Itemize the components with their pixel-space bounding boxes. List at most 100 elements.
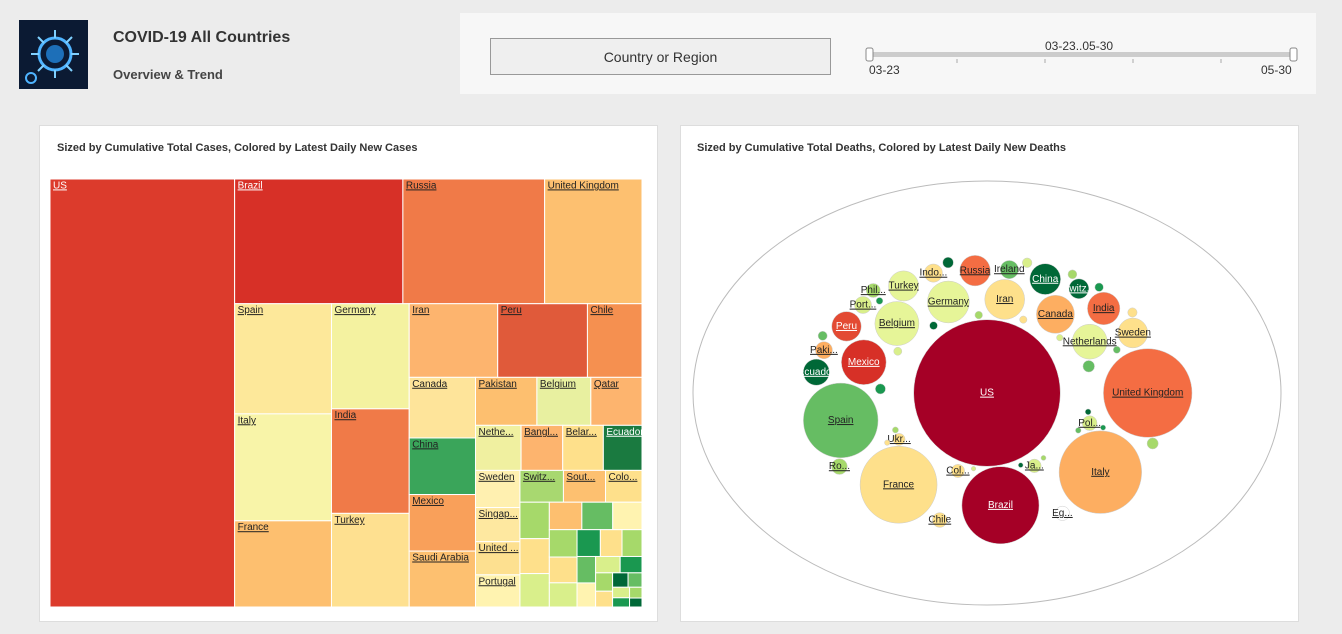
bubble (884, 439, 891, 446)
bubble-label: Spain (828, 415, 854, 426)
tile-label: Saudi Arabia (412, 553, 469, 564)
country-button[interactable]: Country or Region (490, 38, 831, 75)
bubble-label: Russia (960, 265, 991, 276)
bubble (875, 297, 884, 305)
tile (330, 512, 410, 607)
bubble (951, 464, 965, 478)
bubble-label: Brazil (988, 500, 1013, 511)
tile-label: Brazil (238, 180, 263, 191)
bubble-label: Canada (1038, 309, 1073, 320)
tile-label: Chile (590, 305, 613, 316)
tile (562, 424, 604, 471)
tile (602, 424, 642, 471)
bubble (1081, 415, 1098, 431)
bubble (888, 270, 919, 302)
bubble (1082, 360, 1095, 373)
bubble (927, 280, 970, 324)
tile (474, 574, 521, 607)
tile (519, 501, 550, 540)
bubble (1056, 334, 1064, 342)
tile-label: Peru (501, 305, 522, 316)
tile (234, 520, 332, 607)
tile (234, 179, 404, 305)
bubble-label: Italy (1091, 467, 1109, 478)
bubble-label: Ro... (829, 461, 850, 472)
bubble-label: Ireland (994, 264, 1025, 275)
bubble (866, 283, 881, 298)
bubble (913, 319, 1061, 467)
tile (629, 586, 642, 599)
bubble (1146, 437, 1159, 450)
tile (595, 572, 614, 592)
bubble (815, 341, 833, 359)
tile (50, 179, 236, 607)
tile (576, 555, 597, 584)
tile (627, 572, 642, 588)
bubble (859, 445, 938, 524)
tile (576, 529, 601, 557)
bubble-label: Ukr... (887, 434, 910, 445)
bubble (1029, 263, 1061, 295)
bubble (959, 255, 991, 287)
tile (408, 550, 476, 607)
bubble (924, 263, 943, 283)
bubble-label: Peru (836, 321, 857, 332)
tile (576, 582, 597, 607)
bubble (893, 346, 903, 356)
bubble (854, 296, 872, 314)
tile (595, 555, 621, 574)
tile (548, 582, 578, 607)
tile (408, 303, 499, 378)
bubble-label: Ja... (1025, 461, 1044, 472)
date-slider[interactable] (862, 46, 1302, 66)
bubble (1072, 323, 1108, 360)
tile (497, 303, 588, 378)
bubble-label: Belgium (879, 318, 915, 329)
tile-label: United Kingdom (548, 180, 619, 191)
tile (599, 529, 623, 557)
tile (590, 376, 642, 426)
tile-label: China (412, 439, 439, 450)
bubble-label: United Kingdom (1112, 388, 1183, 399)
bubble (929, 321, 938, 330)
bubble-label: India (1093, 303, 1115, 314)
tile-label: Italy (238, 415, 256, 426)
bubble-label: Mexico (848, 357, 880, 368)
panel-title: Sized by Cumulative Total Cases, Colored… (57, 142, 418, 154)
bubble (974, 311, 983, 320)
tile (629, 597, 642, 607)
bubble-label: Ecuador (798, 367, 836, 378)
tile-label: Iran (412, 305, 429, 316)
bubble (1027, 458, 1042, 473)
bubble (971, 466, 977, 472)
bubble (1036, 295, 1075, 334)
bubble (1022, 257, 1033, 268)
range-label: 03-23..05-30 (1045, 39, 1114, 53)
bubble-chart: US United Kingdom Italy Brazil France Spain Me… (692, 180, 1282, 606)
tile (234, 413, 332, 522)
bubble-label: Turkey (888, 281, 918, 292)
bubble-label: China (1032, 274, 1059, 285)
tile (548, 556, 578, 584)
bubble (1103, 348, 1193, 438)
tile-label: Germany (334, 305, 375, 316)
tile-label: Nethe... (478, 427, 513, 438)
bubble (831, 458, 848, 475)
bubble (1087, 292, 1121, 325)
tile (544, 179, 642, 305)
bubble-label: Germany (928, 297, 969, 308)
tile-label: Ecuador (606, 427, 642, 438)
bubble (1068, 278, 1090, 299)
bubble (803, 358, 830, 386)
bubble-label: France (883, 479, 915, 490)
range-end: 05-30 (1261, 63, 1292, 77)
tile (519, 573, 550, 607)
treemap: US Brazil Russia United Kingdom Spain Italy Fr… (50, 179, 642, 607)
tile (595, 590, 614, 607)
bubble (1113, 346, 1121, 354)
bubble-label: Indo... (919, 268, 947, 279)
tile (519, 538, 550, 575)
tile (548, 529, 578, 558)
bubble-label: Paki... (810, 345, 838, 356)
bubble-label: Chile (928, 515, 951, 526)
